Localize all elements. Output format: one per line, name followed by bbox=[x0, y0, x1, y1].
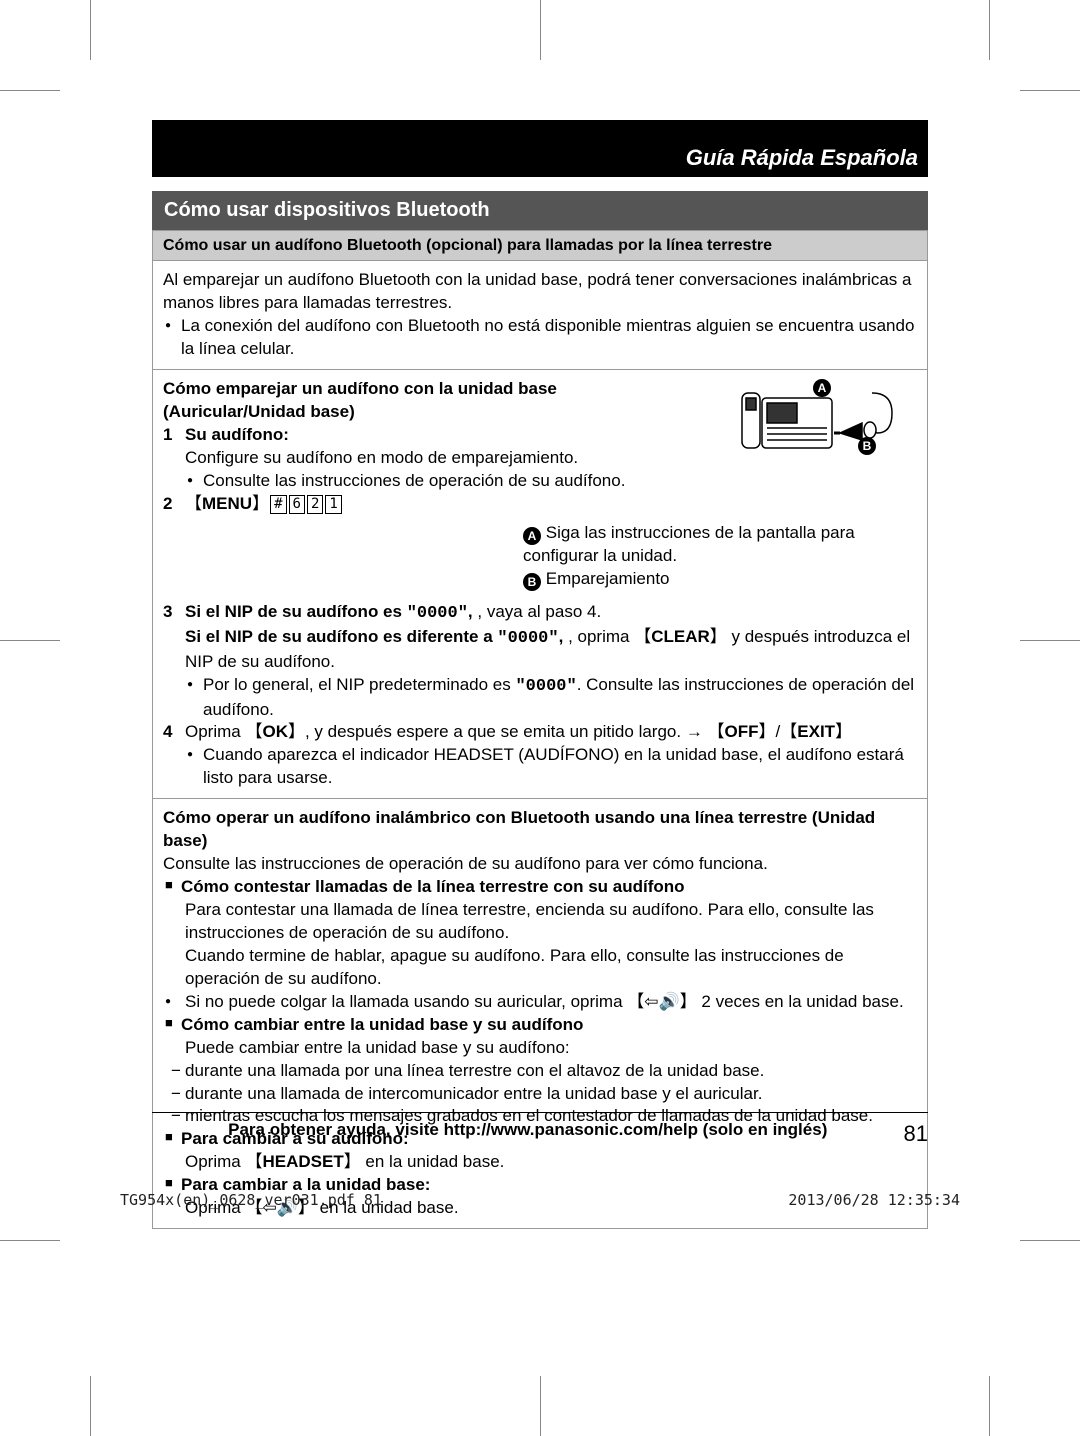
sq1-title: Cómo contestar llamadas de la línea terr… bbox=[163, 876, 917, 899]
step3-d: , oprima bbox=[568, 627, 634, 646]
key-1: 1 bbox=[325, 495, 341, 514]
header-bar bbox=[152, 120, 928, 140]
content-block-2: Cómo emparejar un audífono con la unidad… bbox=[152, 370, 928, 799]
step1-line1: Configure su audífono en modo de emparej… bbox=[185, 448, 578, 467]
label-b-row: B Emparejamiento bbox=[523, 568, 917, 591]
step1-bullet: Consulte las instrucciones de operación … bbox=[185, 470, 697, 493]
label-b-icon: B bbox=[523, 573, 541, 591]
page-footer: Para obtener ayuda, visite http://www.pa… bbox=[152, 1112, 928, 1149]
sq1-bullet: Si no puede colgar la llamada usando su … bbox=[163, 991, 917, 1014]
key-2: 2 bbox=[307, 495, 323, 514]
sq2-d2: durante una llamada de intercomunicador … bbox=[163, 1083, 917, 1106]
step3-a: Si el NIP de su audífono es bbox=[185, 602, 407, 621]
key-hash: # bbox=[270, 495, 286, 514]
intro-text: Al emparejar un audífono Bluetooth con l… bbox=[163, 269, 917, 315]
step3-bullet: Por lo general, el NIP predeterminado es… bbox=[185, 674, 917, 722]
step-number: 1 bbox=[163, 424, 177, 493]
print-file: TG954x(en)_0628_ver031.pdf 81 bbox=[120, 1190, 382, 1210]
step3-code2: "0000" bbox=[497, 629, 558, 648]
step3-b: , vaya al paso 4. bbox=[477, 602, 601, 621]
key-6: 6 bbox=[289, 495, 305, 514]
sub-header: Cómo usar un audífono Bluetooth (opciona… bbox=[152, 230, 928, 262]
label-a-icon: A bbox=[523, 527, 541, 545]
device-illustration: A B bbox=[707, 378, 917, 516]
speaker-icon: ⇦🔊 bbox=[644, 992, 679, 1011]
footer-help: Para obtener ayuda, visite http://www.pa… bbox=[228, 1119, 827, 1149]
sq1-p2: Cuando termine de hablar, apague su audí… bbox=[163, 945, 917, 991]
ok-key: OK bbox=[262, 722, 288, 741]
intro-bullet: La conexión del audífono con Bluetooth n… bbox=[163, 315, 917, 361]
off-key: OFF bbox=[725, 722, 759, 741]
sq3-line: Oprima 【HEADSET】 en la unidad base. bbox=[163, 1151, 917, 1174]
page-number: 81 bbox=[904, 1119, 928, 1149]
print-metadata: TG954x(en)_0628_ver031.pdf 81 2013/06/28… bbox=[120, 1190, 960, 1210]
operate-heading: Cómo operar un audífono inalámbrico con … bbox=[163, 807, 917, 853]
step3-code1: "0000" bbox=[407, 604, 468, 623]
step3-c: Si el NIP de su audífono es diferente a bbox=[185, 627, 497, 646]
label-b-text: Emparejamiento bbox=[546, 569, 670, 588]
pair-heading: Cómo emparejar un audífono con la unidad… bbox=[163, 378, 697, 424]
page-content: Guía Rápida Española Cómo usar dispositi… bbox=[152, 120, 928, 1229]
headset-key: HEADSET bbox=[262, 1152, 343, 1171]
exit-key: EXIT bbox=[797, 722, 835, 741]
guide-title: Guía Rápida Española bbox=[152, 139, 928, 177]
sq2-title: Cómo cambiar entre la unidad base y su a… bbox=[163, 1014, 917, 1037]
label-a-text: Siga las instrucciones de la pantalla pa… bbox=[523, 523, 855, 565]
sq2-line: Puede cambiar entre la unidad base y su … bbox=[163, 1037, 917, 1060]
content-block-3: Cómo operar un audífono inalámbrico con … bbox=[152, 799, 928, 1229]
svg-text:B: B bbox=[863, 439, 872, 453]
clear-key: CLEAR bbox=[651, 627, 710, 646]
step4-bullet: Cuando aparezca el indicador HEADSET (AU… bbox=[185, 744, 917, 790]
step4-b: , y después espere a que se emita un pit… bbox=[305, 722, 708, 741]
step-number: 4 bbox=[163, 721, 177, 790]
step-number: 3 bbox=[163, 601, 177, 722]
svg-text:A: A bbox=[818, 381, 827, 395]
step1-label: Su audífono: bbox=[185, 425, 289, 444]
sq1-p1: Para contestar una llamada de línea terr… bbox=[163, 899, 917, 945]
label-a-row: A Siga las instrucciones de la pantalla … bbox=[523, 522, 917, 568]
operate-line: Consulte las instrucciones de operación … bbox=[163, 853, 917, 876]
sq2-d1: durante una llamada por una línea terres… bbox=[163, 1060, 917, 1083]
step4-a: Oprima bbox=[185, 722, 245, 741]
menu-key: MENU bbox=[202, 494, 252, 513]
step-number: 2 bbox=[163, 493, 177, 516]
print-timestamp: 2013/06/28 12:35:34 bbox=[788, 1190, 960, 1210]
content-block-1: Al emparejar un audífono Bluetooth con l… bbox=[152, 261, 928, 370]
section-title: Cómo usar dispositivos Bluetooth bbox=[152, 191, 928, 230]
